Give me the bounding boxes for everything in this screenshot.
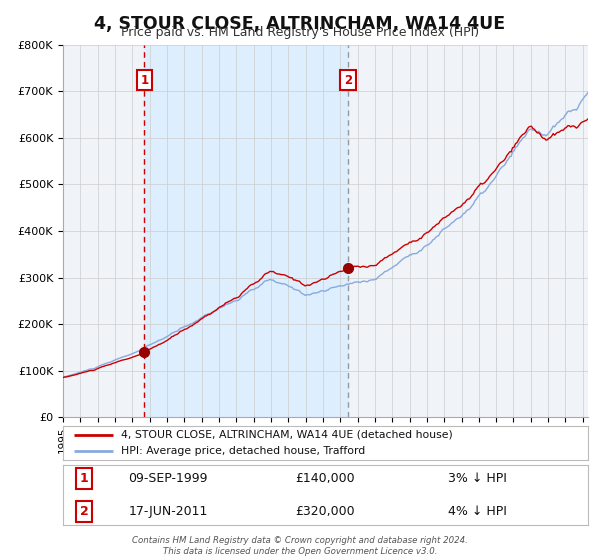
Text: 4% ↓ HPI: 4% ↓ HPI [448,505,507,518]
Text: 4, STOUR CLOSE, ALTRINCHAM, WA14 4UE (detached house): 4, STOUR CLOSE, ALTRINCHAM, WA14 4UE (de… [121,430,452,440]
Text: Price paid vs. HM Land Registry's House Price Index (HPI): Price paid vs. HM Land Registry's House … [121,26,479,39]
Bar [145,45,348,417]
Text: 1: 1 [140,74,148,87]
Text: 3% ↓ HPI: 3% ↓ HPI [448,472,507,485]
Text: 17-JUN-2011: 17-JUN-2011 [128,505,208,518]
Text: £140,000: £140,000 [296,472,355,485]
Text: 2: 2 [80,505,88,518]
Text: 4, STOUR CLOSE, ALTRINCHAM, WA14 4UE: 4, STOUR CLOSE, ALTRINCHAM, WA14 4UE [94,15,506,32]
Text: Contains HM Land Registry data © Crown copyright and database right 2024.
This d: Contains HM Land Registry data © Crown c… [132,536,468,556]
Text: £320,000: £320,000 [296,505,355,518]
Text: 09-SEP-1999: 09-SEP-1999 [128,472,208,485]
Text: HPI: Average price, detached house, Trafford: HPI: Average price, detached house, Traf… [121,446,365,456]
Text: 2: 2 [344,74,352,87]
Text: 1: 1 [80,472,88,485]
